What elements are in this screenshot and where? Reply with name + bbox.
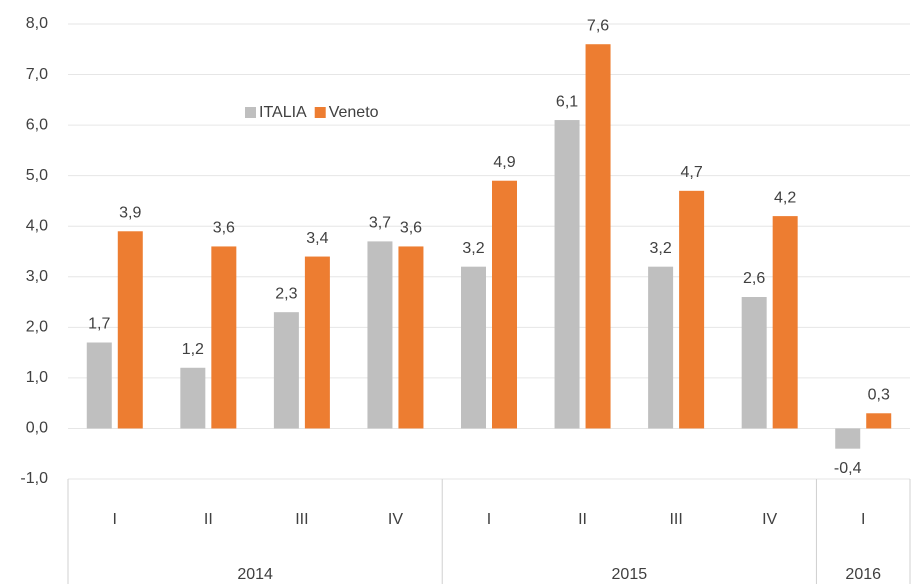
- bar: [273, 312, 299, 429]
- bar: [398, 246, 424, 429]
- bar: [772, 216, 798, 429]
- y-tick-label: 6,0: [26, 116, 48, 133]
- data-label: 3,4: [306, 230, 328, 247]
- x-tick-label: I: [861, 511, 865, 528]
- y-tick-label: 3,0: [26, 268, 48, 285]
- bar: [835, 428, 861, 449]
- x-tick-label: III: [669, 511, 682, 528]
- bar: [86, 342, 112, 429]
- x-tick-label: II: [204, 511, 213, 528]
- legend-swatch: [314, 107, 326, 118]
- data-label: 4,7: [680, 164, 702, 181]
- y-tick-label: 0,0: [26, 420, 48, 437]
- y-tick-label: -1,0: [20, 470, 48, 487]
- bar: [585, 44, 611, 429]
- data-label: 1,2: [182, 341, 204, 358]
- data-label: 7,6: [587, 17, 609, 34]
- data-label: 2,6: [743, 270, 765, 287]
- data-label: 3,2: [649, 240, 671, 257]
- bar: [211, 246, 237, 429]
- data-label: -0,4: [834, 460, 862, 477]
- y-tick-label: 5,0: [26, 167, 48, 184]
- legend-swatch: [245, 107, 256, 118]
- x-tick-label: IV: [388, 511, 403, 528]
- data-label: 3,9: [119, 204, 141, 221]
- data-label: 3,6: [400, 220, 422, 237]
- data-label: 3,2: [462, 240, 484, 257]
- y-tick-label: 1,0: [26, 369, 48, 386]
- bar: [554, 120, 580, 429]
- data-label: 3,6: [213, 220, 235, 237]
- data-label: 3,7: [369, 215, 391, 232]
- group-label: 2014: [237, 566, 273, 583]
- legend-label: ITALIA: [259, 104, 307, 121]
- legend-label: Veneto: [329, 104, 379, 121]
- bar: [304, 256, 330, 429]
- bar: [117, 231, 143, 429]
- y-tick-label: 8,0: [26, 15, 48, 32]
- bar: [367, 241, 393, 429]
- data-label: 0,3: [868, 386, 890, 403]
- group-label: 2016: [845, 566, 881, 583]
- y-tick-label: 7,0: [26, 66, 48, 83]
- bar: [648, 266, 674, 429]
- x-tick-label: I: [113, 511, 117, 528]
- group-label: 2015: [612, 566, 648, 583]
- y-tick-label: 2,0: [26, 319, 48, 336]
- x-tick-label: I: [487, 511, 491, 528]
- bar: [492, 180, 517, 429]
- bar: [866, 413, 892, 429]
- bar: [741, 297, 767, 429]
- x-tick-label: IV: [762, 511, 777, 528]
- y-tick-label: 4,0: [26, 217, 48, 234]
- data-label: 6,1: [556, 93, 578, 110]
- bar: [461, 266, 486, 429]
- x-tick-label: III: [295, 511, 308, 528]
- bar: [679, 190, 705, 429]
- bar: [180, 367, 206, 429]
- data-label: 4,9: [493, 154, 515, 171]
- data-label: 1,7: [88, 316, 110, 333]
- x-tick-label: II: [578, 511, 587, 528]
- data-label: 2,3: [275, 285, 297, 302]
- data-label: 4,2: [774, 189, 796, 206]
